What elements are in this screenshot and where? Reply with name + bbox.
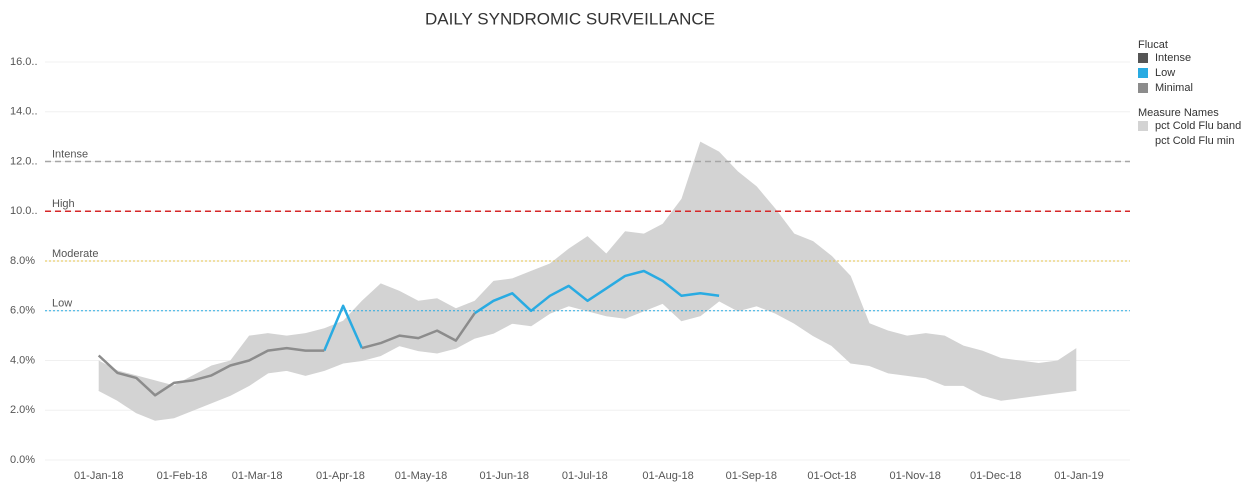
reference-label: High bbox=[52, 198, 75, 210]
y-tick-label: 4.0% bbox=[10, 354, 35, 366]
y-tick-label: 10.0.. bbox=[10, 205, 38, 217]
y-tick-label: 12.0.. bbox=[10, 155, 38, 167]
reference-label: Moderate bbox=[52, 248, 98, 260]
y-tick-label: 2.0% bbox=[10, 404, 35, 416]
series-line bbox=[323, 269, 720, 352]
x-tick-label: 01-Dec-18 bbox=[970, 470, 1021, 482]
y-tick-label: 0.0% bbox=[10, 454, 35, 466]
y-tick-label: 14.0.. bbox=[10, 106, 38, 118]
legend-label: pct Cold Flu min bbox=[1155, 135, 1234, 147]
x-tick-label: 01-Feb-18 bbox=[157, 470, 208, 482]
legend-label: pct Cold Flu band bbox=[1155, 120, 1241, 132]
legend-swatch bbox=[1138, 68, 1148, 78]
y-tick-label: 16.0.. bbox=[10, 56, 38, 68]
reference-label: Low bbox=[52, 298, 72, 310]
x-tick-label: 01-May-18 bbox=[395, 470, 448, 482]
y-tick-label: 6.0% bbox=[10, 305, 35, 317]
x-tick-label: 01-Nov-18 bbox=[889, 470, 940, 482]
x-tick-label: 01-Jan-18 bbox=[74, 470, 124, 482]
x-tick-label: 01-Jun-18 bbox=[479, 470, 529, 482]
x-tick-label: 01-Sep-18 bbox=[726, 470, 777, 482]
legend-label: Minimal bbox=[1155, 82, 1193, 94]
legend-swatch bbox=[1138, 83, 1148, 93]
legend-label: Intense bbox=[1155, 52, 1191, 64]
legend-title: Flucat bbox=[1138, 39, 1168, 51]
legend-swatch bbox=[1138, 121, 1148, 131]
band-min-line bbox=[98, 300, 1077, 421]
x-tick-label: 01-Aug-18 bbox=[642, 470, 693, 482]
y-tick-label: 8.0% bbox=[10, 255, 35, 267]
legend-swatch bbox=[1138, 53, 1148, 63]
x-tick-label: 01-Jan-19 bbox=[1054, 470, 1104, 482]
x-tick-label: 01-Mar-18 bbox=[232, 470, 283, 482]
legend-title: Measure Names bbox=[1138, 107, 1219, 119]
legend-label: Low bbox=[1155, 67, 1175, 79]
band-area bbox=[98, 141, 1077, 421]
x-tick-label: 01-Jul-18 bbox=[562, 470, 608, 482]
reference-label: Intense bbox=[52, 148, 88, 160]
series-line bbox=[97, 312, 476, 397]
x-tick-label: 01-Apr-18 bbox=[316, 470, 365, 482]
x-tick-label: 01-Oct-18 bbox=[807, 470, 856, 482]
chart-title: DAILY SYNDROMIC SURVEILLANCE bbox=[425, 9, 715, 28]
